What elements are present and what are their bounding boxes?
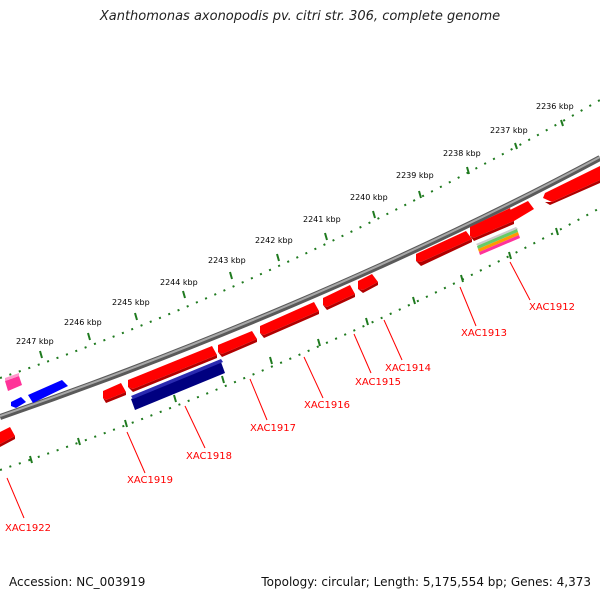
gene-feature <box>508 201 534 221</box>
gene-label: XAC1918 <box>186 451 232 462</box>
kbp-label: 2242 kbp <box>255 236 293 245</box>
kbp-labels: 2236 kbp 2237 kbp 2238 kbp 2239 kbp 2240… <box>16 102 574 346</box>
upper-major-ticks <box>39 119 564 359</box>
gene-feature <box>128 355 217 392</box>
gene-label: XAC1919 <box>127 475 173 486</box>
gene-feature <box>358 274 378 290</box>
gene-feature <box>470 208 514 238</box>
kbp-label: 2247 kbp <box>16 337 54 346</box>
accession-text: Accession: NC_003919 <box>9 575 146 589</box>
kbp-label: 2246 kbp <box>64 318 102 327</box>
kbp-label: 2241 kbp <box>303 215 341 224</box>
gene-feature <box>323 285 355 307</box>
gene-feature-stripe <box>478 232 519 252</box>
kbp-label: 2237 kbp <box>490 126 528 135</box>
gene-label: XAC1912 <box>529 302 575 313</box>
gene-feature-stripe <box>476 227 518 246</box>
gene-feature-pink <box>5 373 19 381</box>
kbp-label: 2240 kbp <box>350 193 388 202</box>
gene-feature-navy <box>131 362 225 410</box>
gene-feature <box>416 239 472 266</box>
gene-label: XAC1917 <box>250 423 296 434</box>
gene-feature <box>470 221 514 241</box>
genome-title: Xanthomonas axonopodis pv. citri str. 30… <box>99 9 501 24</box>
gene-label: XAC1922 <box>5 523 51 534</box>
kbp-label: 2245 kbp <box>112 298 150 307</box>
gene-features <box>0 166 600 447</box>
genome-backbone-highlight <box>0 156 600 417</box>
gene-feature <box>545 180 600 205</box>
gene-feature <box>323 294 355 310</box>
kbp-label: 2243 kbp <box>208 256 246 265</box>
gene-feature <box>103 383 126 400</box>
genome-backbone <box>0 155 600 420</box>
label-connectors <box>6 261 531 519</box>
gene-feature <box>103 392 126 403</box>
gene-feature-pink <box>5 376 22 391</box>
gene-feature <box>358 282 378 293</box>
gene-feature <box>416 231 472 262</box>
genome-summary-text: Topology: circular; Length: 5,175,554 bp… <box>261 575 591 589</box>
gene-feature <box>260 311 319 338</box>
kbp-label: 2238 kbp <box>443 149 481 158</box>
gene-feature-stripe <box>477 229 518 249</box>
gene-feature-blue <box>28 380 68 403</box>
gene-feature-blue <box>11 397 26 408</box>
gene-feature-navy <box>131 359 223 399</box>
gene-feature <box>0 427 15 444</box>
gene-feature <box>218 331 257 354</box>
gene-feature <box>543 166 600 202</box>
gene-label: XAC1915 <box>355 377 401 388</box>
gene-label: XAC1916 <box>304 400 350 411</box>
gene-feature <box>128 346 217 389</box>
kbp-label: 2239 kbp <box>396 171 434 180</box>
gene-label: XAC1913 <box>461 328 507 339</box>
gene-labels: XAC1912 XAC1913 XAC1914 XAC1915 XAC1916 … <box>5 302 575 534</box>
lower-major-ticks <box>29 227 559 464</box>
gene-label: XAC1914 <box>385 363 431 374</box>
gene-feature <box>260 302 319 335</box>
kbp-label: 2244 kbp <box>160 278 198 287</box>
gene-feature-stripe <box>479 235 520 255</box>
gene-feature <box>0 436 15 447</box>
kbp-label: 2236 kbp <box>536 102 574 111</box>
gene-feature <box>218 339 257 357</box>
